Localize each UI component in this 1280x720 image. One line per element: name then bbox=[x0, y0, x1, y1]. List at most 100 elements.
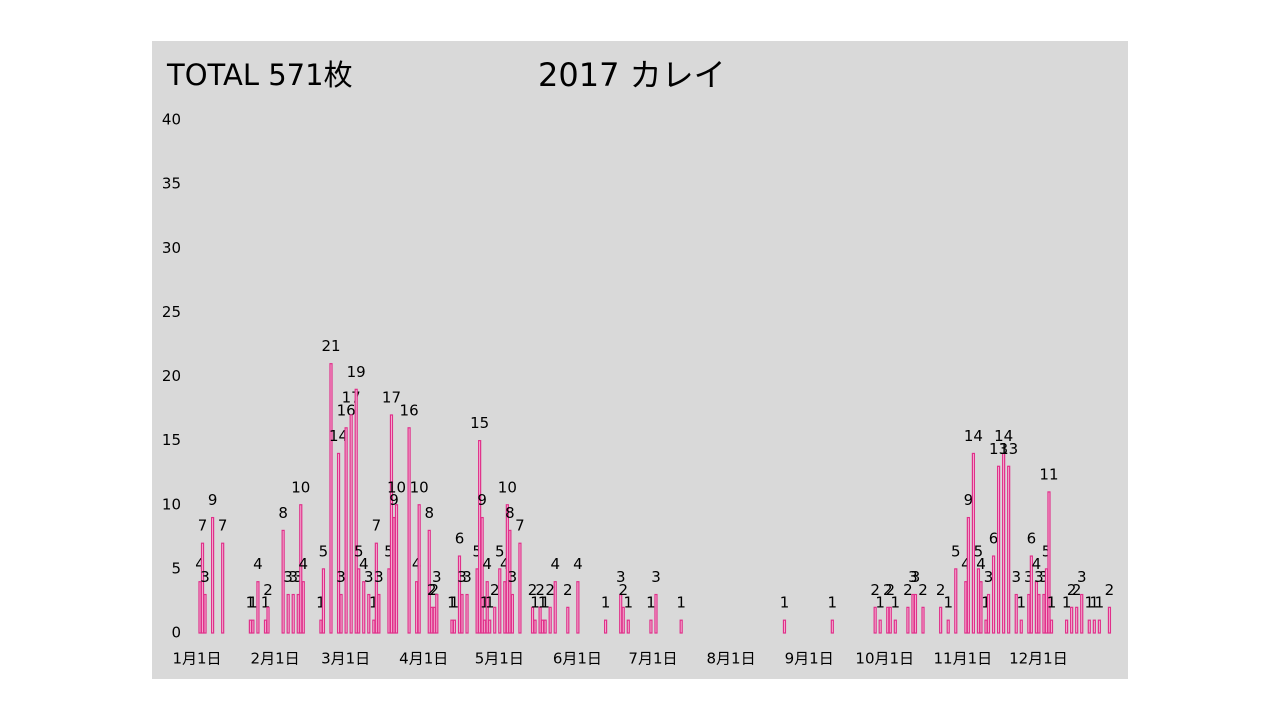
data-label: 5 bbox=[472, 542, 482, 560]
data-label: 1 bbox=[1085, 594, 1095, 612]
bar bbox=[485, 581, 489, 634]
data-label: 3 bbox=[508, 568, 518, 586]
data-label: 3 bbox=[283, 568, 293, 586]
bar bbox=[392, 516, 396, 634]
bar bbox=[319, 619, 323, 634]
data-label: 1 bbox=[1016, 594, 1026, 612]
data-label: 4 bbox=[500, 555, 510, 573]
x-tick-label: 7月1日 bbox=[628, 650, 677, 668]
data-label: 4 bbox=[573, 555, 583, 573]
bar bbox=[1002, 452, 1006, 634]
bar bbox=[1070, 606, 1074, 634]
bar bbox=[503, 581, 507, 634]
bar bbox=[782, 619, 787, 634]
bar bbox=[286, 593, 290, 634]
chart-title: 2017 カレイ bbox=[538, 56, 726, 94]
bar bbox=[1092, 619, 1096, 634]
data-label: 2 bbox=[427, 581, 437, 599]
data-label: 4 bbox=[550, 555, 560, 573]
data-label: 2 bbox=[918, 581, 928, 599]
bar bbox=[299, 504, 303, 634]
bar bbox=[415, 581, 419, 634]
bar bbox=[1042, 593, 1046, 634]
bar bbox=[281, 529, 285, 634]
data-label: 1 bbox=[246, 594, 256, 612]
y-tick-label: 5 bbox=[171, 559, 181, 577]
y-tick-label: 15 bbox=[162, 431, 181, 449]
bar bbox=[1014, 593, 1018, 634]
bar bbox=[465, 593, 469, 634]
bar bbox=[954, 568, 958, 634]
bar bbox=[344, 427, 348, 634]
bar bbox=[452, 619, 457, 634]
bar bbox=[394, 504, 399, 634]
data-label: 1 bbox=[676, 594, 686, 612]
data-label: 2 bbox=[883, 581, 893, 599]
data-label: 3 bbox=[457, 568, 467, 586]
data-label: 1 bbox=[540, 594, 550, 612]
data-label: 3 bbox=[1077, 568, 1087, 586]
data-label: 1 bbox=[1090, 594, 1100, 612]
data-label: 3 bbox=[911, 568, 921, 586]
data-label: 1 bbox=[828, 594, 838, 612]
data-label: 1 bbox=[981, 594, 991, 612]
data-label: 3 bbox=[293, 568, 303, 586]
bar bbox=[435, 593, 439, 634]
data-label: 17 bbox=[382, 388, 401, 406]
data-label: 1 bbox=[891, 594, 901, 612]
bar bbox=[450, 619, 454, 634]
data-label: 4 bbox=[482, 555, 492, 573]
data-label: 1 bbox=[646, 594, 656, 612]
bar bbox=[367, 593, 371, 634]
bar bbox=[1007, 465, 1011, 634]
data-label: 17 bbox=[342, 388, 361, 406]
bar bbox=[649, 619, 653, 634]
data-label: 2 bbox=[1072, 581, 1082, 599]
data-label: 3 bbox=[1011, 568, 1021, 586]
bar bbox=[1027, 593, 1031, 634]
bar bbox=[533, 619, 537, 634]
data-label: 4 bbox=[1032, 555, 1042, 573]
x-tick-label: 3月1日 bbox=[321, 650, 370, 668]
y-tick-label: 35 bbox=[162, 175, 181, 193]
bar bbox=[372, 619, 376, 634]
bar bbox=[389, 414, 394, 634]
bar bbox=[566, 606, 570, 634]
bar bbox=[475, 568, 479, 634]
bar bbox=[266, 606, 270, 634]
data-label: 1 bbox=[480, 594, 490, 612]
data-label: 1 bbox=[1062, 594, 1072, 612]
data-label: 5 bbox=[495, 542, 505, 560]
bar bbox=[374, 542, 378, 634]
bar bbox=[329, 363, 333, 634]
data-label: 3 bbox=[908, 568, 918, 586]
bar bbox=[349, 414, 353, 634]
data-label: 1 bbox=[450, 594, 460, 612]
bar bbox=[1065, 619, 1069, 634]
data-label: 3 bbox=[1024, 568, 1034, 586]
bar bbox=[407, 427, 411, 634]
data-label: 1 bbox=[369, 594, 379, 612]
data-label: 3 bbox=[200, 568, 210, 586]
bar bbox=[1037, 593, 1041, 634]
bar bbox=[498, 568, 502, 634]
data-label: 4 bbox=[299, 555, 309, 573]
bar bbox=[911, 593, 915, 634]
bar bbox=[873, 606, 877, 634]
bar bbox=[939, 606, 943, 634]
bar bbox=[518, 542, 522, 634]
bar bbox=[1097, 619, 1101, 634]
y-tick-label: 40 bbox=[162, 111, 181, 129]
bar bbox=[248, 619, 252, 634]
data-label: 4 bbox=[253, 555, 263, 573]
bar bbox=[203, 593, 207, 634]
data-label: 7 bbox=[515, 517, 525, 535]
data-label: 14 bbox=[329, 427, 348, 445]
bar bbox=[321, 568, 326, 634]
bar bbox=[508, 529, 512, 634]
bar bbox=[339, 593, 343, 634]
bar bbox=[976, 568, 981, 634]
bar bbox=[878, 619, 882, 634]
data-label: 16 bbox=[400, 401, 419, 419]
